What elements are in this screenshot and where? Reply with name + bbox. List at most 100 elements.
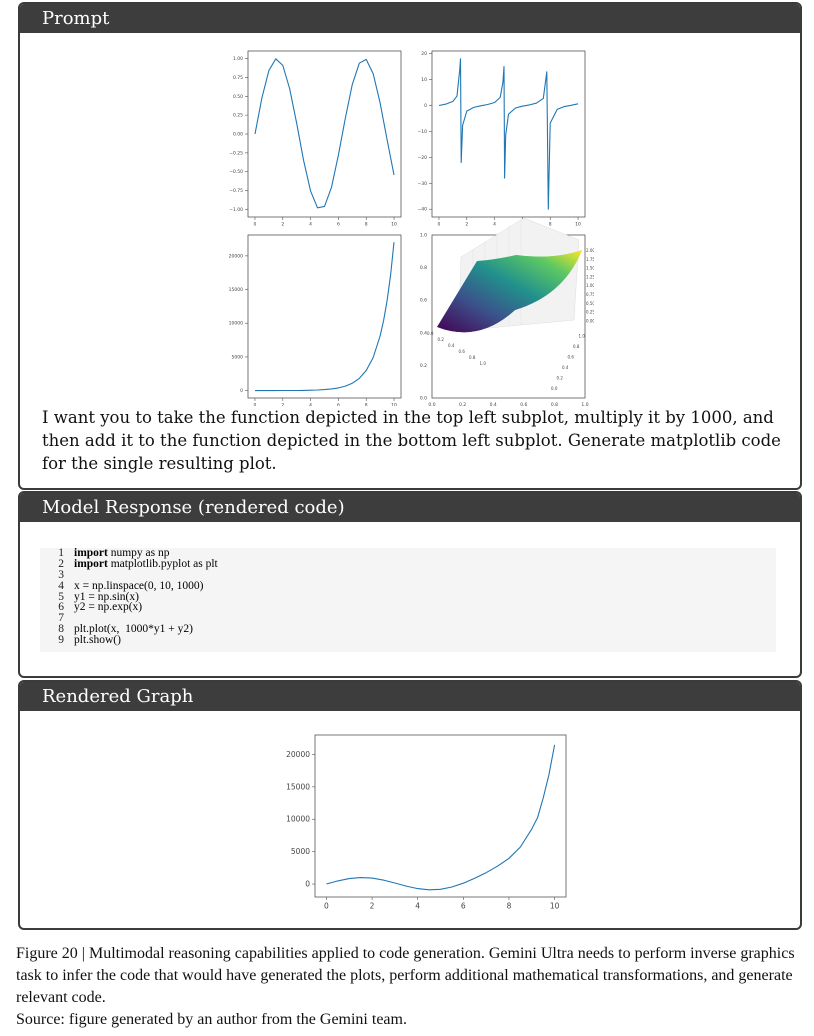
code-keyword: import bbox=[74, 557, 108, 570]
code-text: plt.plot(x, 1000*y1 + y2) bbox=[74, 623, 193, 636]
code-line: 7 bbox=[40, 613, 776, 624]
x-tick-label: 6 bbox=[337, 403, 340, 407]
x-tick-label: 2 bbox=[465, 222, 468, 227]
y-tick-label: 0.4 bbox=[420, 330, 427, 336]
x-tick-label: 6 bbox=[337, 222, 340, 227]
subplot-bottom-left: 0 2 4 6 8 10 20000 15000 10000 5000 0 bbox=[229, 234, 402, 407]
code-text: y1 = np.sin(x) bbox=[74, 590, 139, 603]
x-tick-label: 4 bbox=[415, 902, 420, 911]
y-tick-label: 10000 bbox=[286, 815, 310, 824]
x3-tick-label: 0.6 bbox=[459, 349, 466, 354]
y-tick-label: 15000 bbox=[286, 782, 310, 791]
y-tick-label: 0 bbox=[240, 388, 243, 394]
z-tick-label: 1.75 bbox=[586, 257, 594, 262]
line-number: 1 bbox=[58, 547, 64, 559]
axes-frame bbox=[431, 50, 586, 218]
code-line: 2 import matplotlib.pyplot as plt bbox=[40, 557, 776, 570]
x-tick-label: 0.6 bbox=[520, 402, 527, 406]
x3-tick-label: 0.2 bbox=[438, 337, 445, 342]
prompt-header: Prompt bbox=[20, 4, 800, 33]
code-text: numpy as np bbox=[107, 547, 170, 559]
code-line: 1 import numpy as np bbox=[40, 547, 776, 559]
response-panel: Model Response (rendered code) 1 import n… bbox=[18, 491, 802, 678]
series-line bbox=[438, 58, 579, 210]
y-tick-label: 0.00 bbox=[233, 132, 243, 138]
x-tick-label: 10 bbox=[391, 222, 397, 227]
y-tick-label: −0.50 bbox=[229, 169, 243, 175]
y-tick-label: 10000 bbox=[229, 321, 243, 327]
z-tick-label: 1.25 bbox=[586, 274, 594, 279]
line-number: 9 bbox=[58, 634, 64, 647]
z-tick-label: 0.50 bbox=[586, 301, 594, 306]
y-tick-label: −20 bbox=[418, 155, 428, 161]
y-tick-label: 0 bbox=[424, 103, 427, 109]
y3-tick-label: 1.0 bbox=[579, 334, 586, 339]
z-tick-label: 1.00 bbox=[586, 283, 594, 288]
x-tick-label: 0.8 bbox=[551, 402, 558, 406]
subplot-bottom-right-3d: 0.00.20.40.60.81.01.00.80.60.40.20.02.00… bbox=[420, 217, 594, 406]
x-tick-label: 0 bbox=[324, 902, 329, 911]
figure-caption: Figure 20 | Multimodal reasoning capabil… bbox=[16, 943, 802, 1031]
series-line bbox=[254, 58, 395, 209]
x-tick-label: 0 bbox=[438, 222, 441, 227]
z-tick-label: 1.50 bbox=[586, 266, 594, 271]
y3-tick-label: 0.8 bbox=[573, 344, 580, 349]
x-tick-label: 4 bbox=[493, 222, 496, 227]
y-tick-label: 0.6 bbox=[420, 298, 427, 304]
code-line: 3 bbox=[40, 568, 776, 581]
x-tick-label: 8 bbox=[365, 222, 368, 227]
z-tick-label: 0.25 bbox=[586, 310, 594, 315]
code-block: 1 import numpy as np 2 import matplotlib.py… bbox=[40, 547, 776, 652]
x-tick-label: 10 bbox=[391, 403, 397, 407]
axes-frame bbox=[314, 734, 567, 898]
x3-tick-label: 0.8 bbox=[469, 355, 476, 360]
y-tick-label: −0.75 bbox=[229, 188, 243, 194]
code-text: y2 = np.exp(x) bbox=[74, 601, 143, 614]
y-tick-label: 0.75 bbox=[233, 75, 243, 81]
y-tick-label: 0.25 bbox=[233, 113, 243, 119]
y-tick-label: 20000 bbox=[286, 750, 310, 759]
x-tick-label: 10 bbox=[575, 222, 581, 227]
graph-header: Rendered Graph bbox=[20, 682, 800, 711]
subplot-top-right: 024681020100−10−20−30−40 bbox=[418, 50, 586, 227]
y3-tick-label: 0.2 bbox=[557, 376, 564, 381]
line-number: 2 bbox=[58, 557, 64, 570]
y-tick-label: 20000 bbox=[229, 253, 243, 259]
y-tick-label: 10 bbox=[421, 77, 427, 83]
line-number: 3 bbox=[58, 568, 64, 581]
x-tick-label: 1.0 bbox=[581, 402, 588, 406]
y3-tick-label: 0.6 bbox=[568, 355, 575, 360]
code-text: matplotlib.pyplot as plt bbox=[107, 557, 218, 570]
x-tick-label: 10 bbox=[550, 902, 560, 911]
y-tick-label: 1.00 bbox=[233, 56, 243, 62]
graph-panel: Rendered Graph 0 2 4 6 8 10 20000 15000 10000 500… bbox=[18, 680, 802, 930]
y-tick-label: −30 bbox=[418, 181, 428, 187]
x-tick-label: 4 bbox=[309, 222, 312, 227]
code-line: 6 y2 = np.exp(x) bbox=[40, 601, 776, 614]
rendered-graph: 0 2 4 6 8 10 20000 15000 10000 5000 0 bbox=[286, 734, 567, 911]
x3-tick-label: 0.4 bbox=[448, 343, 455, 348]
code-text: x = np.linspace(0, 10, 1000) bbox=[74, 579, 204, 592]
code-text: plt.show() bbox=[74, 634, 121, 647]
x3-tick-label: 1.0 bbox=[480, 361, 487, 366]
y-tick-label: 0.8 bbox=[420, 265, 427, 271]
y-tick-label: 0.0 bbox=[420, 396, 427, 402]
line-number: 7 bbox=[58, 612, 64, 625]
x-tick-label: 0 bbox=[254, 222, 257, 227]
x-tick-label: 8 bbox=[507, 902, 512, 911]
subplot-top-left: 0 2 4 6 8 10 1.00 0.75 0.50 0.25 0.00 −0.25 −0.50 −0.… bbox=[229, 50, 402, 227]
z-tick-label: 0.00 bbox=[586, 318, 594, 323]
y3-tick-label: 0.4 bbox=[562, 365, 569, 370]
y3-tick-label: 0.0 bbox=[551, 386, 558, 391]
x-tick-label: 6 bbox=[461, 902, 466, 911]
y-tick-label: −10 bbox=[418, 129, 428, 135]
y-tick-label: 5000 bbox=[291, 847, 310, 856]
line-number: 4 bbox=[58, 579, 64, 592]
y-tick-label: 1.0 bbox=[420, 233, 427, 239]
y-tick-label: 20 bbox=[421, 51, 427, 57]
x3-tick-label: 0.0 bbox=[427, 331, 434, 336]
caption-source: Source: figure generated by an author fr… bbox=[16, 1011, 407, 1028]
code-keyword: import bbox=[74, 547, 108, 559]
series-line bbox=[326, 744, 556, 891]
y-tick-label: 5000 bbox=[232, 354, 244, 360]
